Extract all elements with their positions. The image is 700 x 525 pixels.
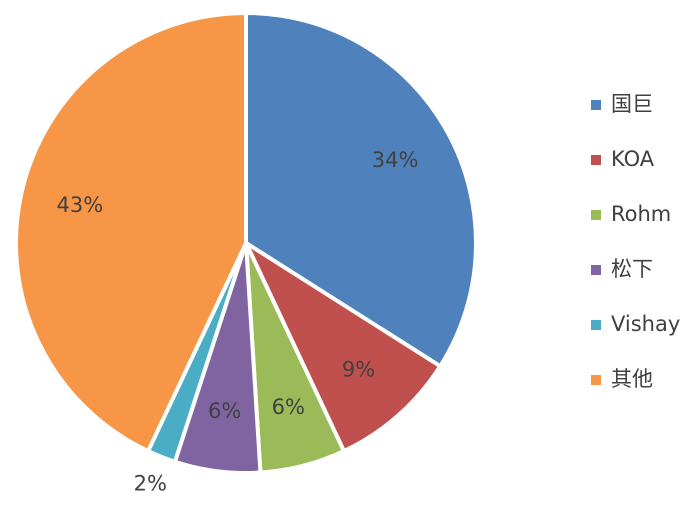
legend-label: 其他 [611,367,653,391]
legend-marker [591,100,601,110]
pie-slice [14,10,248,454]
data-label: 34% [372,148,419,172]
legend-marker [591,210,601,220]
legend-label: 松下 [611,257,653,281]
legend-label: KOA [611,147,655,171]
legend-marker [591,320,601,330]
pie-slice [241,237,443,454]
data-label: 43% [57,193,104,217]
legend-marker [591,265,601,275]
legend-label: Rohm [611,202,671,226]
data-label: 6% [272,395,305,419]
data-label: 2% [134,472,167,496]
legend-marker [591,375,601,385]
legend-label: Vishay [611,312,680,336]
data-label: 6% [208,399,241,423]
legend-marker [591,155,601,165]
legend-label: 国巨 [611,92,653,116]
data-label: 9% [342,358,375,382]
